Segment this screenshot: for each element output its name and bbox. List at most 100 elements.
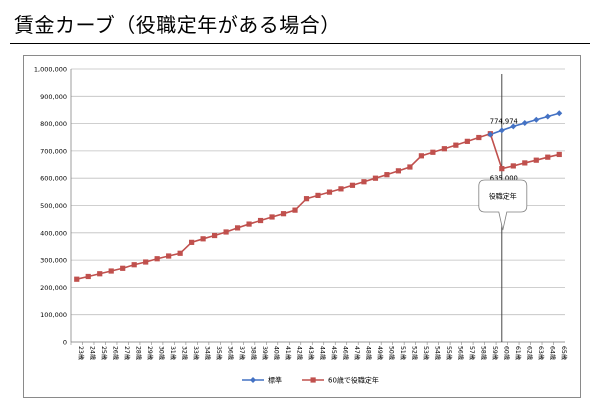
data-point-diamond (556, 110, 563, 117)
y-tick-label: 700,000 (40, 147, 67, 155)
x-tick-label: 56歳 (456, 346, 464, 360)
x-tick-label: 43歳 (307, 346, 315, 360)
data-point-square (384, 172, 390, 178)
data-point-square (257, 217, 264, 224)
x-tick-label: 60歳 (502, 346, 510, 360)
data-point-square (510, 163, 516, 169)
data-point-square (120, 265, 126, 271)
legend-label: 標準 (268, 376, 282, 385)
data-point-square (395, 168, 402, 174)
y-tick-label: 400,000 (40, 229, 67, 237)
data-point-diamond (498, 127, 505, 134)
x-tick-label: 58歳 (479, 346, 487, 360)
x-tick-label: 31歳 (169, 346, 177, 360)
y-tick-label: 800,000 (40, 120, 67, 128)
x-tick-label: 64歳 (548, 346, 556, 360)
y-tick-label: 900,000 (40, 93, 67, 101)
x-tick-label: 46歳 (341, 346, 349, 360)
x-tick-label: 28歳 (135, 346, 143, 360)
legend-marker (310, 377, 316, 383)
data-point-square (441, 146, 447, 152)
data-point-square (200, 236, 206, 242)
data-point-square (131, 262, 137, 268)
x-tick-label: 65歳 (560, 346, 568, 360)
data-point-square (189, 239, 195, 245)
x-tick-label: 23歳 (77, 346, 85, 360)
wage-curve-chart: 0 100,000 200,000 300,000 400,000 500,000 600,… (34, 66, 568, 385)
x-tick-label: 37歳 (238, 346, 246, 360)
y-tick-label: 1,000,000 (34, 66, 67, 74)
x-tick-label: 53歳 (422, 346, 430, 360)
x-tick-label: 44歳 (319, 346, 327, 360)
data-point-square (212, 232, 218, 239)
data-point-square (407, 164, 413, 170)
data-point-square (154, 256, 160, 262)
x-tick-label: 32歳 (181, 346, 189, 360)
x-tick-label: 42歳 (296, 346, 304, 360)
data-point-square (166, 253, 172, 259)
x-tick-label: 26歳 (112, 346, 120, 360)
data-point-square (361, 179, 367, 185)
data-point-square (499, 166, 505, 172)
data-point-square (430, 149, 436, 155)
data-point-square (108, 268, 114, 274)
data-point-square (476, 134, 482, 141)
data-label: 635,000 (490, 175, 518, 183)
legend-label: 60歳で役職定年 (328, 376, 379, 385)
x-tick-label: 61歳 (514, 346, 522, 360)
data-point-square (315, 192, 321, 198)
x-tick-label: 39歳 (261, 346, 269, 360)
data-point-diamond (544, 113, 551, 120)
title-divider (10, 43, 590, 44)
data-point-diamond (533, 116, 540, 123)
x-tick-label: 25歳 (100, 346, 108, 360)
data-point-square (97, 271, 103, 277)
data-point-square (85, 273, 91, 280)
x-tick-label: 48歳 (364, 346, 372, 360)
data-point-diamond (510, 123, 517, 130)
data-point-square (177, 250, 183, 256)
x-tick-label: 41歳 (284, 346, 292, 360)
x-tick-label: 57歳 (468, 346, 476, 360)
x-tick-label: 50歳 (387, 346, 395, 360)
y-tick-label: 600,000 (40, 175, 67, 183)
y-tick-label: 200,000 (40, 284, 67, 292)
x-tick-label: 51歳 (399, 346, 407, 360)
chart-frame: 0 100,000 200,000 300,000 400,000 500,000 600,… (23, 55, 581, 398)
data-point-square (372, 175, 379, 181)
data-point-square (556, 151, 562, 158)
x-tick-label: 52歳 (410, 346, 418, 360)
x-tick-label: 62歳 (525, 346, 533, 360)
data-point-square (326, 189, 333, 195)
x-tick-label: 36歳 (227, 346, 235, 360)
y-tick-label: 0 (63, 339, 67, 347)
x-tick-label: 59歳 (491, 346, 499, 360)
data-point-square (280, 211, 287, 217)
y-tick-label: 300,000 (40, 257, 67, 265)
data-point-square (223, 229, 229, 235)
data-point-square (464, 138, 470, 144)
x-tick-label: 45歳 (330, 346, 338, 360)
x-tick-label: 40歳 (273, 346, 281, 360)
y-tick-label: 100,000 (40, 311, 67, 319)
data-point-square (338, 186, 344, 192)
data-point-square (74, 276, 80, 282)
data-point-square (246, 221, 252, 227)
x-tick-label: 24歳 (89, 346, 97, 360)
data-point-square (545, 154, 551, 160)
data-point-square (292, 207, 298, 213)
data-point-square (143, 259, 149, 265)
x-tick-label: 35歳 (215, 346, 223, 360)
x-tick-label: 34歳 (204, 346, 212, 360)
data-point-diamond (521, 120, 528, 127)
x-tick-label: 30歳 (158, 346, 166, 360)
data-point-square (234, 225, 241, 231)
x-tick-label: 29歳 (146, 346, 154, 360)
data-label: 774,974 (490, 117, 518, 125)
data-point-square (453, 142, 459, 148)
x-tick-label: 27歳 (123, 346, 131, 360)
data-point-square (269, 214, 275, 220)
retirement-callout-label: 役職定年 (489, 192, 517, 201)
data-point-square (349, 182, 356, 188)
data-point-square (522, 160, 528, 166)
